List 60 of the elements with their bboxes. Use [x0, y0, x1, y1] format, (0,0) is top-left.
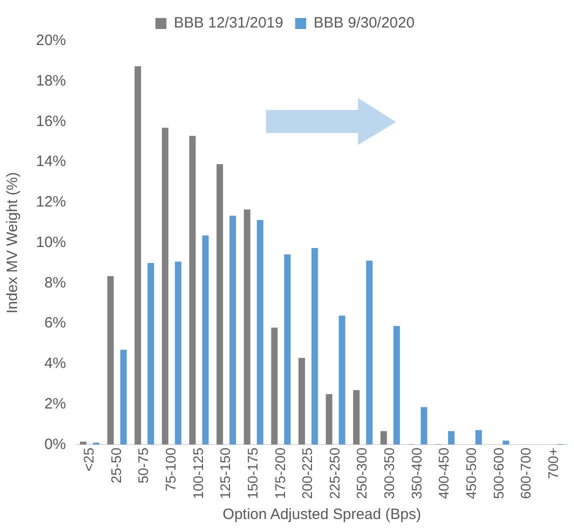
x-tick-label: 500-600 [490, 447, 506, 500]
bar [448, 431, 455, 445]
x-tick-label: 125-150 [217, 447, 234, 500]
y-tick-label: 0% [44, 436, 66, 453]
bar [502, 440, 510, 445]
bar [393, 326, 400, 445]
bar [244, 210, 250, 445]
x-tick-label: 400-450 [436, 447, 452, 500]
y-axis-title: Index MV Weight (%) [4, 172, 22, 314]
y-tick-label: 18% [36, 72, 66, 90]
bar [284, 254, 291, 445]
x-tick-label: 225-250 [326, 447, 342, 500]
bar [298, 358, 305, 445]
x-tick-label: 150-175 [244, 447, 260, 500]
x-tick-label: 350-400 [408, 447, 424, 500]
x-tick-label: 75-100 [162, 447, 178, 492]
bar [420, 407, 428, 445]
y-tick-label: 20% [36, 32, 66, 50]
bar [338, 316, 346, 445]
x-tick-label: 300-350 [381, 447, 398, 500]
bar [380, 431, 387, 445]
bar [216, 164, 224, 445]
bar [202, 236, 209, 445]
bar [120, 350, 127, 445]
bar [311, 248, 318, 445]
x-tick-label: 250-300 [354, 447, 370, 500]
x-tick-label: 600-700 [518, 447, 534, 500]
bar [107, 276, 114, 445]
x-tick-label: 50-75 [135, 447, 152, 484]
y-tick-label: 16% [36, 112, 66, 130]
bar [353, 390, 360, 445]
bar [174, 262, 182, 445]
y-tick-label: 6% [44, 314, 66, 332]
bar [230, 216, 236, 445]
x-tick-label: 700+ [544, 448, 561, 480]
x-tick-label: 25-50 [108, 447, 124, 484]
bar [271, 328, 278, 445]
y-tick-label: 14% [36, 153, 66, 170]
x-tick-label: <25 [80, 447, 97, 472]
y-tick-label: 4% [44, 355, 66, 372]
bar [189, 136, 196, 445]
x-tick-label: 175-200 [272, 447, 288, 500]
x-tick-label: 200-225 [299, 447, 316, 500]
x-axis-title: Option Adjusted Spread (Bps) [222, 506, 422, 524]
x-tick-label: 100-125 [190, 447, 206, 500]
x-tick-label: 450-500 [462, 447, 479, 500]
y-tick-label: 8% [44, 274, 66, 292]
y-tick-label: 2% [44, 395, 66, 412]
bar [475, 430, 482, 445]
y-tick-label: 12% [36, 194, 66, 211]
bar [326, 394, 332, 445]
bar [256, 220, 264, 445]
bar [148, 262, 154, 445]
legend-label: BBB 9/30/2020 [314, 14, 415, 32]
bar [134, 66, 142, 445]
y-tick-label: 10% [36, 234, 66, 251]
bar [162, 128, 168, 445]
bar [366, 260, 373, 445]
legend-label: BBB 12/31/2019 [174, 14, 284, 32]
bar [80, 442, 86, 445]
